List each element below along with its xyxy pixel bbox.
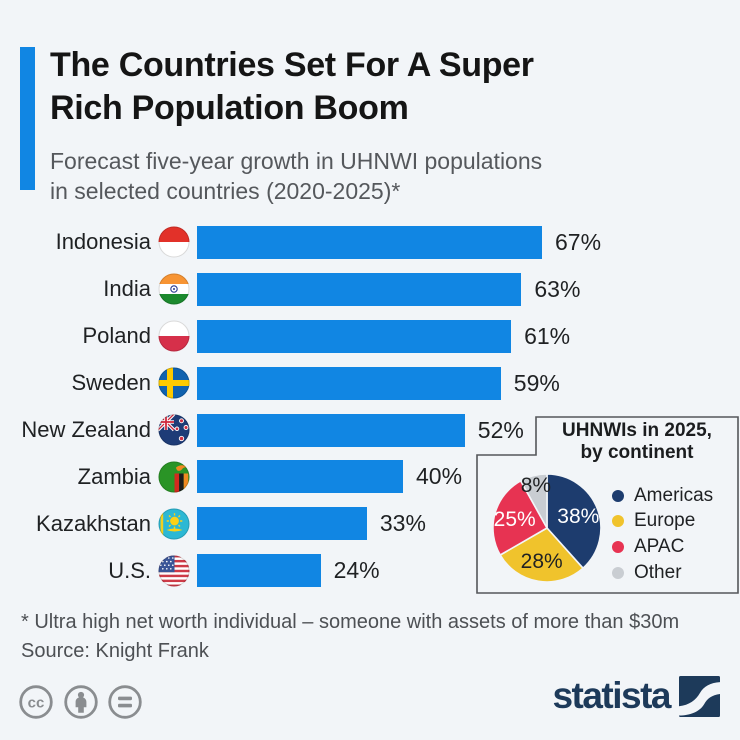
chart-subtitle: Forecast five-year growth in UHNWI popul… xyxy=(50,146,710,206)
pie-slice-americas xyxy=(546,473,602,569)
pie-slice-label: 8% xyxy=(521,474,551,497)
pie-slice-label: 38% xyxy=(557,505,599,528)
legend-label: Other xyxy=(634,561,682,583)
bar-row: Indonesia 67% xyxy=(0,219,740,266)
cc-icon[interactable]: cc xyxy=(19,685,53,719)
footnote: * Ultra high net worth individual – some… xyxy=(21,611,680,633)
creative-commons-license[interactable]: cc xyxy=(18,683,144,721)
country-label: Sweden xyxy=(71,370,151,396)
legend-item-europe: Europe xyxy=(612,509,713,535)
bar-row: India 63% xyxy=(0,266,740,313)
statista-logo-icon xyxy=(679,675,720,717)
statista-logo-text: statista xyxy=(552,675,671,716)
country-label: Indonesia xyxy=(55,229,151,255)
legend-item-other: Other xyxy=(612,560,713,586)
bar-value-label: 33% xyxy=(379,510,426,537)
bar-row: U.S. 24% xyxy=(0,547,740,594)
pie-legend: Americas Europe APAC Other xyxy=(612,483,713,585)
legend-label: Europe xyxy=(634,510,696,532)
subtitle-line-1: Forecast five-year growth in UHNWI popul… xyxy=(50,148,543,174)
bar xyxy=(197,272,522,306)
legend-label: APAC xyxy=(634,535,685,557)
bar-row: Sweden 59% xyxy=(0,360,740,407)
legend-item-americas: Americas xyxy=(612,483,713,509)
page-title: The Countries Set For A Super Rich Popul… xyxy=(50,44,710,130)
bar xyxy=(197,366,501,400)
pie-title-line-2: by continent xyxy=(580,442,694,463)
bar xyxy=(197,225,542,259)
source-label: Source: Knight Frank xyxy=(21,640,209,662)
flag-india-icon xyxy=(158,273,190,305)
pie-chart-title: UHNWIs in 2025, by continent xyxy=(536,420,738,464)
bar-value-label: 24% xyxy=(333,557,380,584)
bar xyxy=(197,319,512,353)
pie-slice-europe xyxy=(499,527,584,583)
subtitle-line-2: in selected countries (2020-2025)* xyxy=(50,178,401,204)
flag-kazakhstan-icon xyxy=(158,508,190,540)
statista-logo[interactable]: statista xyxy=(520,672,720,720)
bar-value-label: 61% xyxy=(524,322,571,349)
bar-row: Poland 61% xyxy=(0,313,740,360)
bar-value-label: 67% xyxy=(555,228,602,255)
bar-chart: Indonesia 67% India 63% Poland 61% Sweden 59% Ne… xyxy=(0,219,740,594)
legend-dot-icon xyxy=(612,489,624,502)
pie-slice-other xyxy=(519,473,548,529)
legend-dot-icon xyxy=(612,566,624,579)
pie-inset-border xyxy=(476,416,739,594)
title-line-2: Rich Population Boom xyxy=(50,89,409,127)
legend-label: Americas xyxy=(634,484,714,506)
svg-text:cc: cc xyxy=(28,695,45,712)
country-label: Zambia xyxy=(77,463,151,489)
bar xyxy=(197,460,403,494)
flag-new-zealand-icon xyxy=(158,414,190,446)
bar-value-label: 40% xyxy=(416,463,463,490)
bar-value-label: 59% xyxy=(513,369,560,396)
flag-zambia-icon xyxy=(158,461,190,493)
bar-row: Kazakhstan 33% xyxy=(0,500,740,547)
bar xyxy=(197,413,465,447)
pie-chart: 38% 28% 25% 8% xyxy=(492,473,602,583)
bar-row: Zambia 40% xyxy=(0,453,740,500)
bar-row: New Zealand 52% xyxy=(0,407,740,454)
attribution-person-icon[interactable] xyxy=(64,685,98,719)
legend-dot-icon xyxy=(612,515,624,528)
pie-title-line-1: UHNWIs in 2025, xyxy=(562,420,712,441)
pie-slice-label: 25% xyxy=(494,508,536,531)
legend-item-apac: APAC xyxy=(612,534,713,560)
flag-sweden-icon xyxy=(158,367,190,399)
flag-poland-icon xyxy=(158,320,190,352)
bar-value-label: 52% xyxy=(477,416,524,443)
country-label: New Zealand xyxy=(21,417,151,442)
country-label: U.S. xyxy=(108,557,151,583)
bar xyxy=(197,554,321,588)
country-label: Poland xyxy=(82,323,151,349)
bar-value-label: 63% xyxy=(534,275,581,302)
country-label: India xyxy=(103,276,151,302)
pie-slice-apac xyxy=(492,480,548,556)
title-line-1: The Countries Set For A Super xyxy=(50,46,534,84)
pie-slice-label: 28% xyxy=(521,550,563,573)
flag-indonesia-icon xyxy=(158,226,190,258)
flag-us-icon xyxy=(158,555,190,587)
country-label: Kazakhstan xyxy=(36,510,151,536)
bar xyxy=(197,507,367,541)
title-accent-bar xyxy=(20,47,35,190)
legend-dot-icon xyxy=(612,540,624,553)
equals-icon[interactable] xyxy=(108,685,142,719)
